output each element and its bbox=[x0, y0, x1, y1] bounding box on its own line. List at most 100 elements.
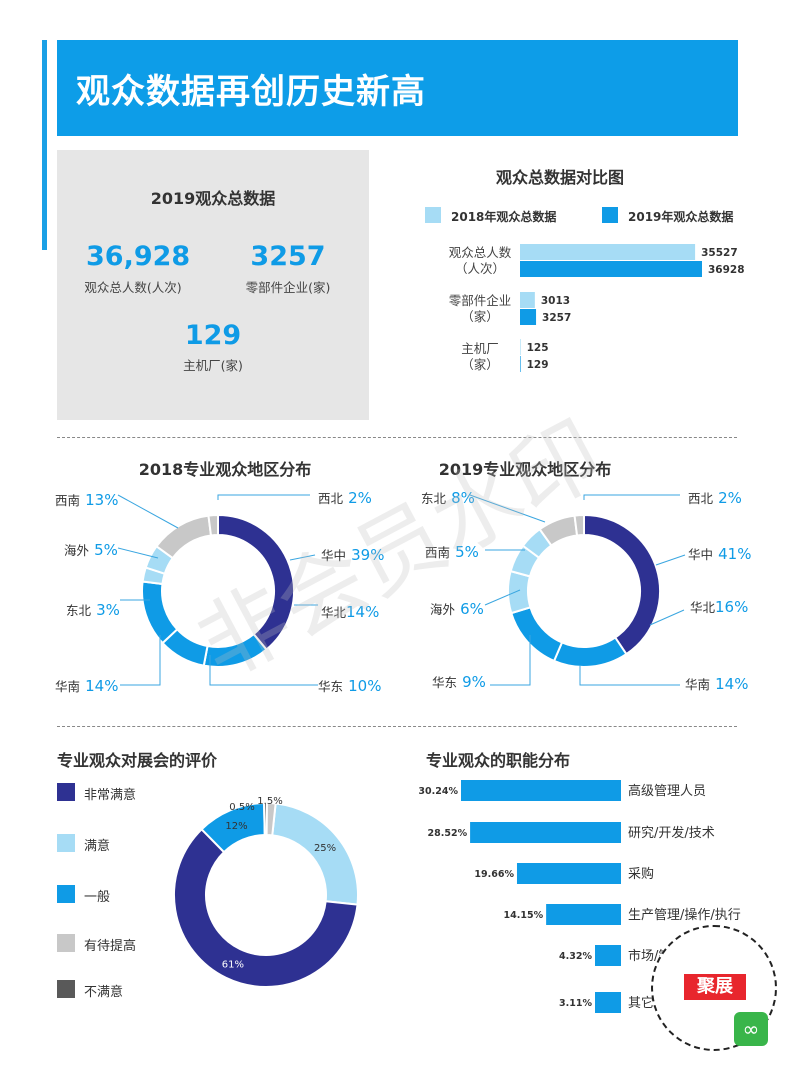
region-percent: 13% bbox=[85, 491, 119, 509]
comparison-bar-value: 36928 bbox=[708, 264, 745, 276]
region-leader-line bbox=[117, 494, 179, 529]
evaluation-title: 专业观众对展会的评价 bbox=[57, 751, 218, 770]
region-leader-line bbox=[583, 494, 680, 500]
region-2019-label-east: 华东 9% bbox=[432, 672, 486, 691]
comparison-bar-value: 129 bbox=[527, 359, 549, 371]
comparison-bar bbox=[520, 292, 535, 308]
region-percent: 39% bbox=[351, 546, 385, 564]
evaluation-legend-label: 一般 bbox=[84, 890, 111, 905]
function-bar-value: 28.52% bbox=[428, 828, 468, 839]
evaluation-legend-swatch bbox=[57, 834, 75, 852]
comparison-bar bbox=[520, 339, 521, 355]
section-divider bbox=[57, 437, 737, 438]
region-2019-slice bbox=[583, 513, 661, 656]
region-name: 东北 bbox=[421, 491, 447, 506]
comparison-category-line: （家） bbox=[461, 357, 499, 372]
region-leader-line bbox=[289, 554, 316, 561]
evaluation-slice bbox=[265, 801, 277, 837]
function-bar-label: 其它 bbox=[628, 995, 654, 1011]
region-name: 华南 bbox=[55, 679, 81, 694]
region-2019-label-southwest: 西南 5% bbox=[425, 542, 479, 561]
function-bar-label: 高级管理人员 bbox=[628, 783, 706, 799]
region-percent: 14% bbox=[346, 603, 380, 621]
region-percent: 5% bbox=[94, 541, 118, 559]
region-2018-label-northeast: 东北 3% bbox=[66, 600, 120, 619]
region-2018-label-northwest: 西北 2% bbox=[318, 488, 372, 507]
comparison-title: 观众总数据对比图 bbox=[495, 168, 624, 187]
function-bar bbox=[546, 904, 621, 925]
region-percent: 6% bbox=[460, 600, 484, 618]
region-leader-line bbox=[120, 635, 161, 686]
region-name: 西北 bbox=[688, 491, 714, 506]
region-2018-label-overseas: 海外 5% bbox=[64, 540, 118, 559]
function-bar bbox=[461, 780, 621, 801]
function-bar bbox=[470, 822, 621, 843]
region-2019-label-north: 华北16% bbox=[690, 597, 748, 616]
region-2019-label-northwest: 西北 2% bbox=[688, 488, 742, 507]
region-2019-label-central: 华中 41% bbox=[688, 544, 751, 563]
region-2018-slice bbox=[217, 513, 295, 651]
region-leader-line bbox=[649, 609, 685, 626]
region-2019-label-south: 华南 14% bbox=[685, 674, 748, 693]
function-bar-value: 3.11% bbox=[559, 998, 592, 1009]
region-name: 华中 bbox=[688, 547, 714, 562]
function-bar-label: 生产管理/操作/执行 bbox=[628, 907, 741, 923]
region-leader-line bbox=[209, 655, 318, 686]
evaluation-legend-swatch bbox=[57, 885, 75, 903]
region-2018-slice bbox=[202, 632, 268, 668]
evaluation-legend-swatch bbox=[57, 783, 75, 801]
comparison-bar-value: 3257 bbox=[542, 312, 571, 324]
region-2018-label-southwest: 西南 13% bbox=[55, 490, 118, 509]
comparison-category-oems: 主机厂 （家） bbox=[432, 341, 528, 373]
comparison-category-line: 观众总人数 bbox=[448, 245, 512, 260]
region-donut-charts bbox=[117, 494, 686, 686]
comparison-bar-value: 3013 bbox=[541, 295, 570, 307]
functions-bar-chart: 30.24% 高级管理人员 28.52% 研究/开发/技术 19.66% 采购 14.15%… bbox=[418, 780, 741, 1013]
visitors-total-label: 观众总人数(人次) bbox=[84, 280, 182, 295]
function-bar-value: 19.66% bbox=[474, 869, 514, 880]
legend-label-2019: 2019年观众总数据 bbox=[628, 210, 734, 224]
region-percent: 10% bbox=[348, 677, 382, 695]
section-divider bbox=[57, 726, 737, 727]
evaluation-slice-label: 12% bbox=[225, 821, 247, 832]
region-leader-line bbox=[117, 547, 159, 559]
region-leader-line bbox=[469, 494, 546, 523]
comparison-bar bbox=[520, 309, 537, 325]
comparison-category-line: （人次） bbox=[454, 261, 505, 276]
region-2019-slice bbox=[510, 606, 564, 663]
evaluation-slice-label: 0.5% bbox=[229, 802, 254, 813]
comparison-bar bbox=[520, 356, 521, 372]
region-percent: 16% bbox=[715, 598, 749, 616]
region-2018-title: 2018专业观众地区分布 bbox=[138, 460, 312, 479]
region-leader-line bbox=[655, 554, 686, 566]
region-2019-label-overseas: 海外 6% bbox=[430, 599, 484, 618]
evaluation-legend-swatch bbox=[57, 980, 75, 998]
evaluation-slice-label: 1.5% bbox=[257, 796, 282, 807]
evaluation-legend-label: 非常满意 bbox=[84, 788, 137, 803]
oems-total-value: 129 bbox=[184, 320, 242, 351]
region-percent: 41% bbox=[718, 545, 752, 563]
region-2019-title: 2019专业观众地区分布 bbox=[438, 460, 612, 479]
summary-panel bbox=[57, 150, 369, 420]
function-bar-value: 4.32% bbox=[559, 951, 592, 962]
comparison-bar-value: 125 bbox=[527, 342, 549, 354]
region-2018-slice bbox=[155, 514, 213, 560]
region-2018-label-east: 华东 10% bbox=[318, 676, 381, 695]
evaluation-donut-chart: 25% 61% 12% 0.5%1.5% bbox=[173, 796, 359, 988]
evaluation-legend-swatch bbox=[57, 934, 75, 952]
region-2018-slice bbox=[207, 513, 219, 537]
region-leader-line bbox=[579, 665, 680, 686]
accent-bar bbox=[42, 40, 47, 250]
legend-swatch-2019 bbox=[602, 207, 618, 223]
region-percent: 8% bbox=[451, 489, 475, 507]
comparison-bar bbox=[520, 244, 696, 260]
region-2019-label-northeast: 东北 8% bbox=[421, 488, 475, 507]
region-name: 华中 bbox=[321, 548, 347, 563]
region-2019-slice bbox=[573, 513, 585, 537]
region-name: 华南 bbox=[685, 677, 711, 692]
evaluation-slice bbox=[173, 827, 359, 988]
comparison-category-line: 主机厂 bbox=[461, 341, 499, 356]
comparison-bar bbox=[520, 261, 702, 277]
region-percent: 5% bbox=[455, 543, 479, 561]
oems-total-label: 主机厂(家) bbox=[183, 358, 243, 373]
